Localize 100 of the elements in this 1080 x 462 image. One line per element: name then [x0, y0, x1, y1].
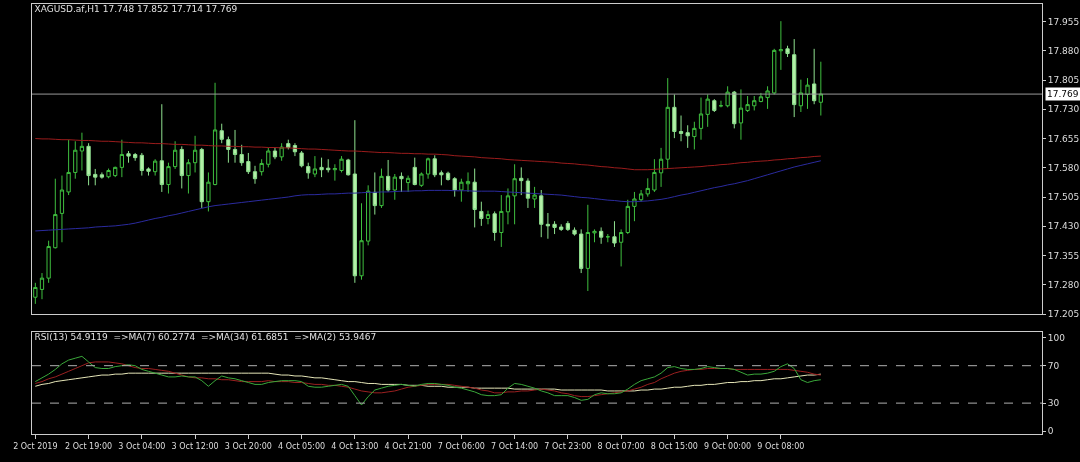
- candlestick: [246, 152, 251, 175]
- candlestick: [66, 139, 71, 196]
- y-tick-label: 17.355: [1047, 250, 1080, 261]
- y-tick-label: 70: [1047, 360, 1060, 371]
- candlestick: [339, 155, 344, 173]
- candlestick: [678, 115, 684, 142]
- x-tick-label: 8 Oct 07:00: [597, 441, 645, 451]
- candlestick: [99, 171, 105, 180]
- candlestick: [485, 210, 491, 225]
- x-tick-label: 9 Oct 08:00: [757, 441, 805, 451]
- x-tick-label: 7 Oct 23:00: [544, 441, 592, 451]
- candlestick: [658, 147, 664, 188]
- candlestick: [312, 155, 318, 178]
- candlestick: [412, 157, 417, 186]
- line-series: [34, 355, 822, 406]
- candlestick: [266, 147, 271, 168]
- candlestick: [179, 145, 184, 189]
- candlestick: [219, 123, 224, 144]
- candlestick: [326, 158, 331, 173]
- y-tick-label: 17.655: [1047, 133, 1080, 144]
- candlestick: [645, 177, 650, 198]
- candlestick: [532, 186, 537, 209]
- candlestick: [346, 158, 351, 177]
- candlestick: [592, 228, 597, 243]
- candlestick: [419, 171, 424, 188]
- candlestick: [73, 140, 78, 180]
- candlestick: [732, 90, 737, 129]
- x-tick-label: 4 Oct 21:00: [384, 441, 432, 451]
- x-tick-label: 3 Oct 12:00: [171, 441, 219, 451]
- candlestick: [319, 157, 324, 178]
- candlestick: [113, 166, 118, 178]
- candlestick: [86, 142, 91, 186]
- candlestick: [372, 171, 377, 216]
- x-tick-label: 2 Oct 2019: [13, 441, 58, 451]
- candlestick: [59, 175, 65, 243]
- candlestick: [439, 170, 444, 186]
- candlestick: [565, 220, 570, 232]
- x-tick-label: 9 Oct 00:00: [704, 441, 752, 451]
- candlestick: [818, 61, 823, 117]
- candlestick: [512, 163, 517, 225]
- candlestick: [392, 173, 397, 201]
- candlestick: [778, 20, 784, 71]
- x-tick-label: 2 Oct 19:00: [65, 441, 113, 451]
- candlestick: [359, 202, 364, 281]
- candlestick: [159, 103, 164, 193]
- candlestick: [812, 48, 817, 105]
- candlestick: [712, 98, 717, 113]
- candlestick: [239, 144, 244, 167]
- candlestick: [479, 201, 484, 227]
- candlestick: [146, 166, 151, 177]
- candlestick: [119, 139, 124, 178]
- candlestick: [505, 187, 511, 225]
- y-tick-label: 30: [1047, 398, 1060, 409]
- line-series: [34, 138, 822, 171]
- candlestick: [559, 223, 564, 232]
- x-tick-label: 7 Oct 14:00: [491, 441, 539, 451]
- candlestick: [259, 158, 264, 177]
- candlestick: [172, 140, 178, 170]
- candlestick: [525, 177, 531, 209]
- candlestick: [685, 124, 690, 149]
- candlestick: [798, 79, 803, 113]
- y-tick-label: 17.730: [1047, 104, 1080, 115]
- candlestick: [752, 95, 757, 111]
- x-tick-label: 8 Oct 15:00: [650, 441, 698, 451]
- x-tick-label: 3 Oct 04:00: [118, 441, 166, 451]
- candlestick: [399, 171, 404, 193]
- candlestick: [738, 88, 744, 141]
- candlestick: [93, 168, 98, 186]
- candlestick: [472, 168, 477, 228]
- candlestick: [665, 77, 670, 170]
- candlestick: [206, 171, 211, 212]
- candlestick: [306, 162, 311, 180]
- line-series: [34, 361, 822, 398]
- candlestick: [192, 135, 198, 173]
- y-tick-label: 17.430: [1047, 221, 1080, 232]
- candlestick: [692, 121, 697, 150]
- line-series: [34, 160, 822, 232]
- candlestick: [445, 171, 451, 182]
- candlestick: [272, 147, 278, 160]
- candlestick: [545, 212, 551, 240]
- candlestick: [186, 158, 191, 195]
- x-tick-label: 7 Oct 06:00: [437, 441, 485, 451]
- candlestick: [386, 159, 391, 193]
- candlestick: [425, 157, 431, 180]
- y-tick-label: 17.880: [1047, 45, 1080, 56]
- candlestick: [79, 132, 85, 171]
- candlestick: [352, 119, 357, 284]
- candlestick: [332, 163, 338, 182]
- candlestick: [226, 136, 231, 164]
- candlestick: [432, 154, 437, 178]
- ref-line-label: 17.769: [1047, 89, 1079, 99]
- candlestick: [299, 150, 304, 168]
- y-tick-label: 17.205: [1047, 309, 1080, 320]
- candlestick: [785, 45, 790, 58]
- candlestick: [612, 220, 617, 248]
- y-tick-label: 17.580: [1047, 162, 1080, 173]
- candlestick: [106, 168, 111, 179]
- candlestick: [792, 38, 797, 118]
- candlestick: [745, 95, 750, 113]
- candlestick: [166, 162, 171, 195]
